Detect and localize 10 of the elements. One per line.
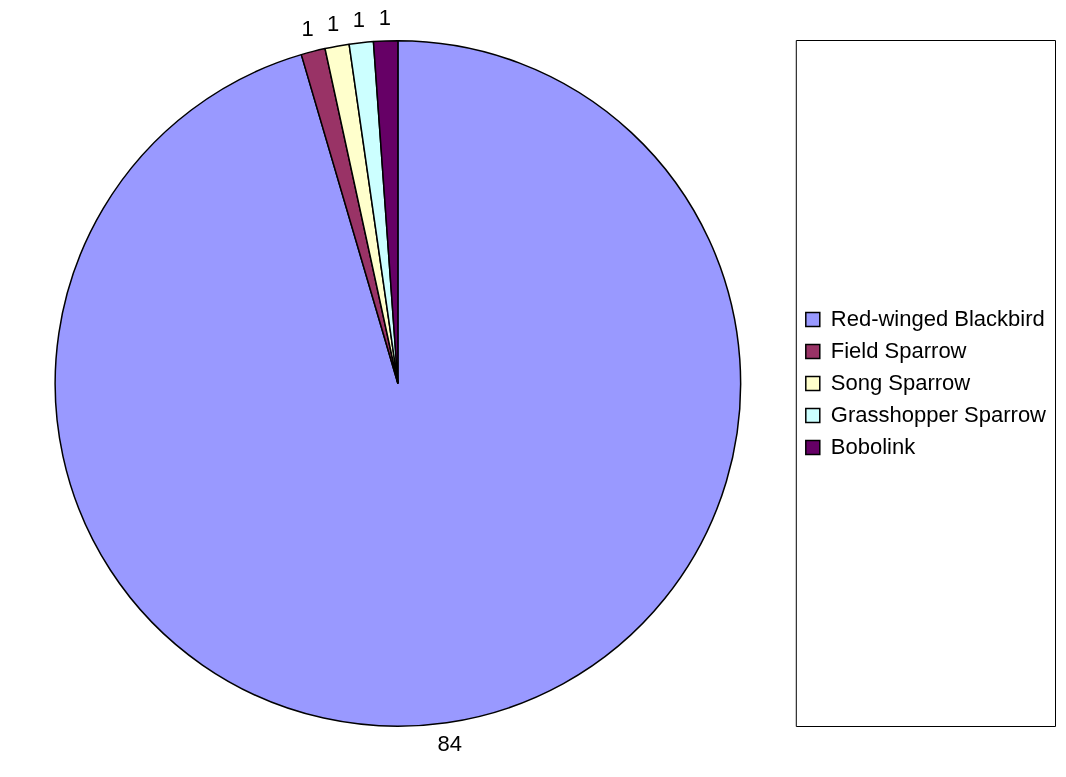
data-label: 84 <box>437 730 463 756</box>
legend-label: Song Sparrow <box>830 369 971 395</box>
data-label: 1 <box>378 5 391 31</box>
legend-label: Red-winged Blackbird <box>830 305 1045 331</box>
data-label: 1 <box>352 6 366 32</box>
legend-label: Field Sparrow <box>830 337 967 363</box>
legend-label: Grasshopper Sparrow <box>830 401 1047 427</box>
data-label: 1 <box>327 10 340 36</box>
data-label: 1 <box>301 16 314 42</box>
legend-label: Bobolink <box>830 433 917 459</box>
